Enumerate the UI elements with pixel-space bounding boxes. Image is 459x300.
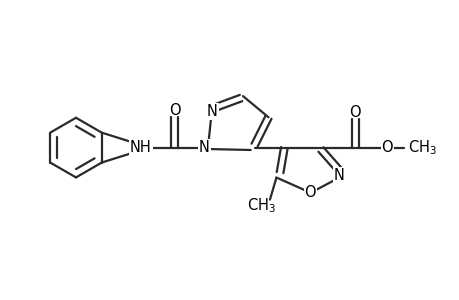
Text: O: O — [348, 105, 360, 120]
Text: O: O — [168, 103, 180, 118]
Text: N: N — [199, 140, 209, 155]
Text: N: N — [333, 167, 344, 182]
Text: CH$_3$: CH$_3$ — [407, 138, 436, 157]
Text: O: O — [304, 185, 315, 200]
Text: NH: NH — [130, 140, 151, 155]
Text: O: O — [381, 140, 392, 155]
Text: CH$_3$: CH$_3$ — [246, 196, 275, 215]
Text: N: N — [206, 104, 217, 119]
